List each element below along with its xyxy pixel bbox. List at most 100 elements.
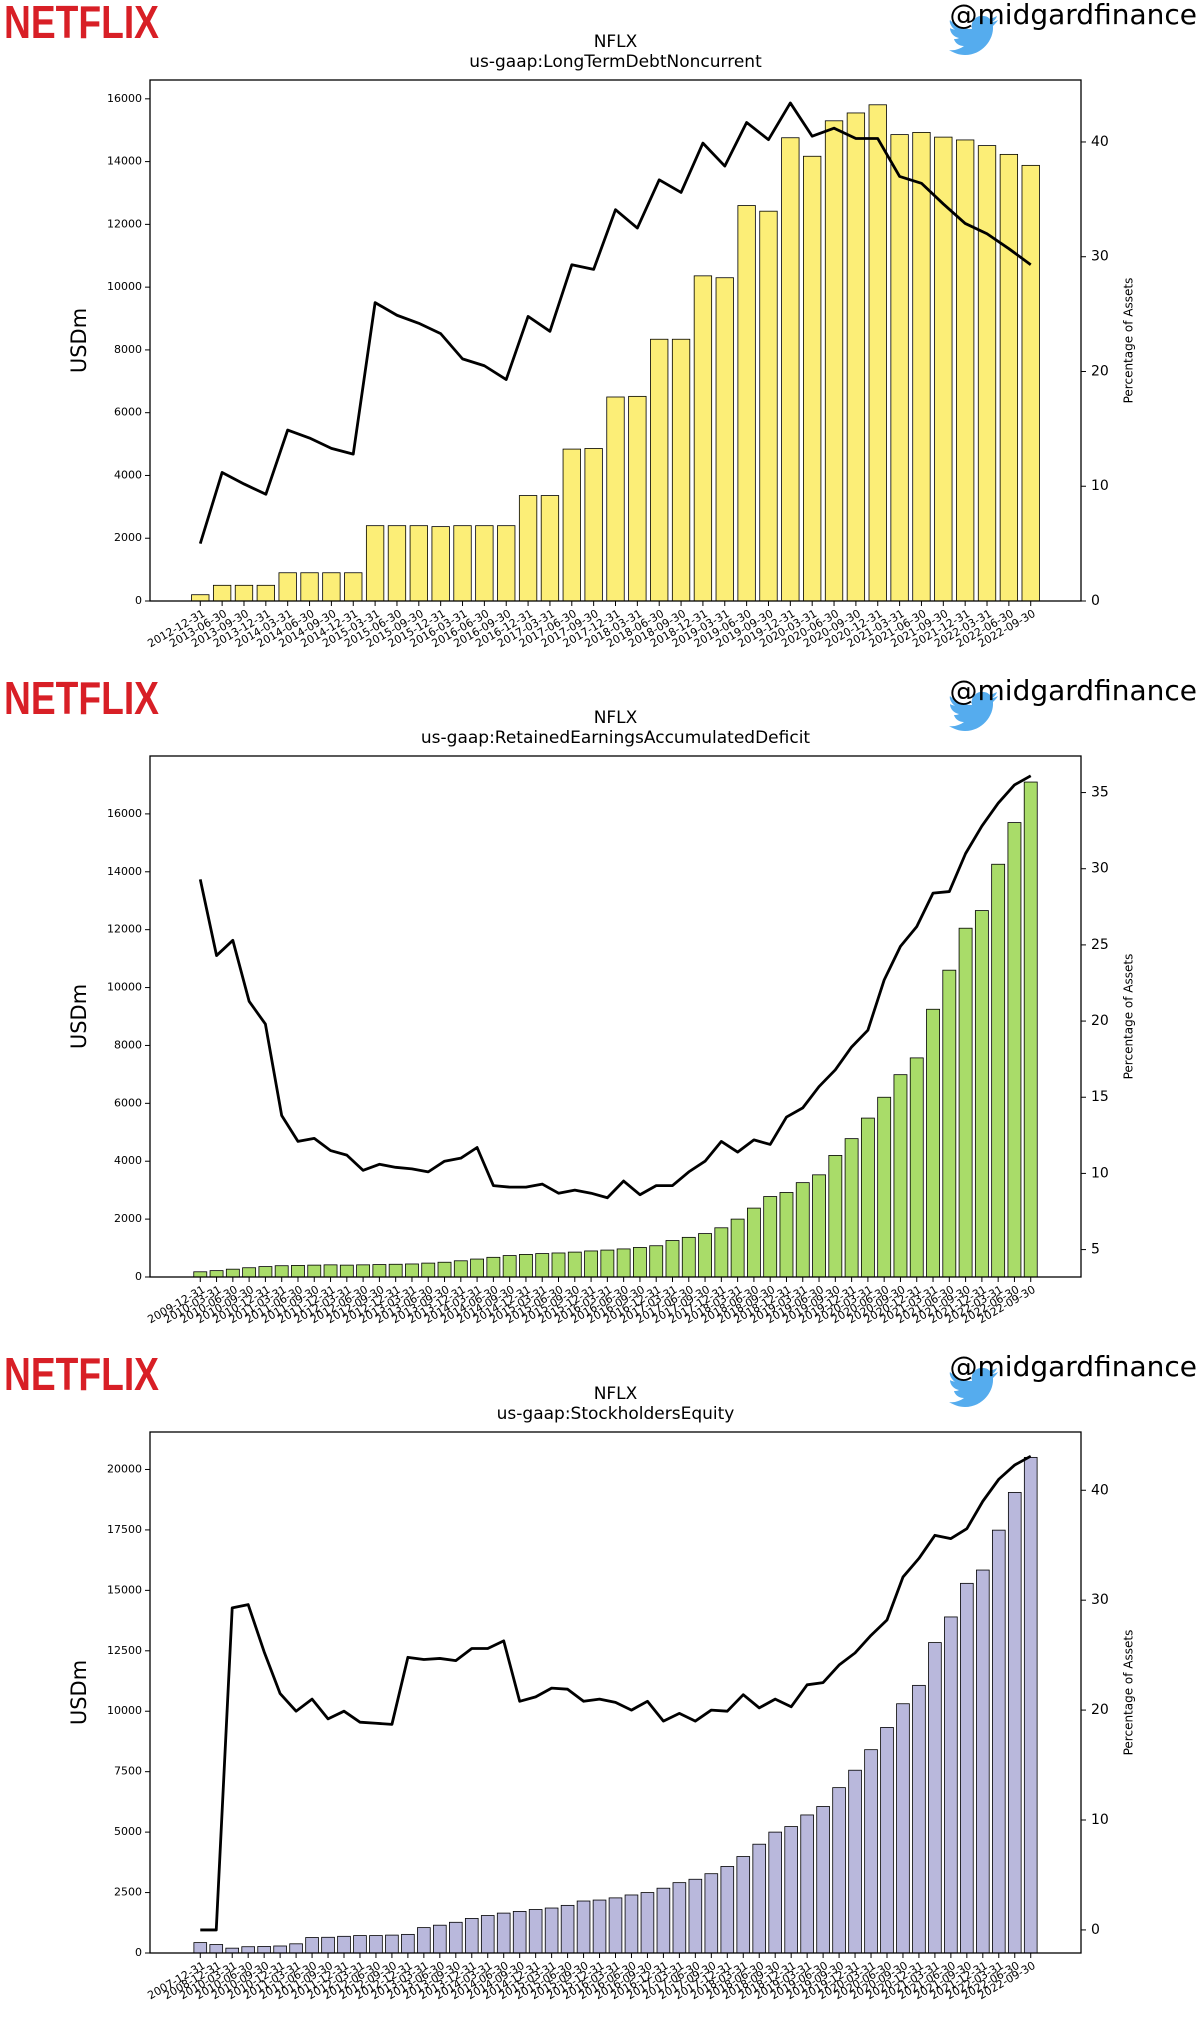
- y-tick-label: 4000: [114, 468, 142, 481]
- bar: [991, 1529, 1006, 1954]
- bar: [273, 1945, 287, 1954]
- bar: [512, 1911, 527, 1954]
- bar: [944, 1616, 958, 1954]
- bar: [519, 1254, 533, 1278]
- y2-axis-label: Percentage of Assets: [1122, 1630, 1136, 1756]
- bar: [385, 1934, 399, 1954]
- bar: [486, 1256, 501, 1278]
- bar: [584, 1250, 598, 1278]
- bar: [535, 1253, 550, 1278]
- y2-tick-label: 20: [1091, 1702, 1109, 1718]
- bar: [976, 1569, 990, 1954]
- line: [198, 101, 1032, 545]
- bar: [860, 1117, 875, 1278]
- line: [198, 774, 1032, 1200]
- bar: [209, 1944, 224, 1954]
- bar: [880, 1727, 894, 1954]
- bar: [417, 1927, 431, 1954]
- chart-subtitle: us-gaap:RetainedEarningsAccumulatedDefic…: [421, 728, 811, 748]
- bar: [693, 275, 713, 602]
- bar: [928, 1642, 942, 1954]
- bar: [1023, 781, 1038, 1278]
- bar: [576, 1900, 591, 1954]
- bar: [323, 1264, 338, 1278]
- y2-tick-label: 30: [1091, 249, 1109, 265]
- y2-tick-label: 20: [1091, 1013, 1109, 1029]
- bar: [274, 1265, 289, 1278]
- bar: [737, 205, 756, 602]
- y2-tick-label: 40: [1091, 134, 1109, 150]
- bar: [518, 495, 538, 602]
- bar: [567, 1251, 582, 1278]
- bar: [257, 1946, 271, 1954]
- chart-title: NFLX: [594, 708, 638, 728]
- bar: [562, 448, 581, 602]
- y2-tick-label: 35: [1091, 785, 1109, 801]
- y-tick-label: 15000: [107, 1583, 142, 1596]
- handle: @midgardfinance: [950, 0, 1197, 31]
- y-tick-label: 8000: [114, 1038, 142, 1051]
- y2-tick-label: 5: [1091, 1242, 1100, 1258]
- bar: [453, 525, 472, 602]
- bar: [356, 1264, 371, 1278]
- bar: [730, 1218, 745, 1278]
- bar: [864, 1749, 878, 1954]
- y-tick-label: 0: [135, 594, 142, 607]
- bar: [234, 584, 254, 602]
- y2-tick-label: 30: [1091, 861, 1109, 877]
- twitter-icon: [949, 691, 998, 731]
- bar: [528, 1909, 543, 1954]
- y-tick-label: 0: [135, 1270, 142, 1283]
- y-tick-label: 14000: [107, 865, 142, 878]
- y2-axis-label: Percentage of Assets: [1122, 954, 1136, 1080]
- bar: [868, 104, 887, 602]
- bar: [824, 120, 844, 602]
- y-tick-label: 7500: [114, 1765, 142, 1778]
- bar: [779, 1192, 794, 1278]
- bar: [698, 1233, 712, 1278]
- y-axis-label: USDm: [67, 1660, 91, 1725]
- bar: [560, 1904, 575, 1954]
- bar: [848, 1769, 862, 1954]
- bar: [401, 1933, 415, 1954]
- bar: [365, 525, 385, 602]
- y-tick-label: 4000: [114, 1154, 142, 1167]
- bar: [480, 1915, 495, 1954]
- bar: [256, 584, 275, 602]
- bar: [464, 1918, 479, 1954]
- bar: [291, 1265, 305, 1278]
- y-tick-label: 12500: [107, 1644, 142, 1657]
- bar: [624, 1894, 639, 1954]
- bar: [795, 1182, 810, 1278]
- y2-tick-label: 0: [1091, 593, 1100, 609]
- bar: [321, 1936, 335, 1954]
- bar: [372, 1264, 387, 1278]
- bar: [640, 1892, 655, 1954]
- y-tick-label: 6000: [114, 1096, 142, 1109]
- bar: [421, 1262, 436, 1278]
- bar: [688, 1878, 703, 1954]
- y-axis-label: USDm: [67, 984, 91, 1049]
- y2-tick-label: 10: [1091, 1812, 1109, 1828]
- bar: [784, 1826, 798, 1954]
- bar: [258, 1266, 273, 1278]
- bar: [241, 1946, 255, 1954]
- logo: NETFLIX: [4, 0, 159, 48]
- twitter-icon: [949, 1367, 998, 1407]
- bar: [991, 863, 1006, 1278]
- bar: [934, 136, 953, 602]
- bar: [960, 1582, 974, 1954]
- bar: [649, 1245, 664, 1278]
- bar: [502, 1255, 517, 1278]
- bar: [977, 145, 997, 602]
- chart-panel: NETFLIX @midgardfinance NFLXus-gaap:Retain…: [4, 672, 1197, 1326]
- bar: [497, 525, 516, 602]
- bar: [608, 1897, 623, 1954]
- chart-subtitle: us-gaap:StockholdersEquity: [497, 1404, 735, 1424]
- bar: [877, 1096, 892, 1278]
- bar: [353, 1935, 367, 1954]
- bar: [803, 155, 822, 602]
- bar: [746, 1207, 761, 1278]
- y-axis-label: USDm: [67, 308, 91, 373]
